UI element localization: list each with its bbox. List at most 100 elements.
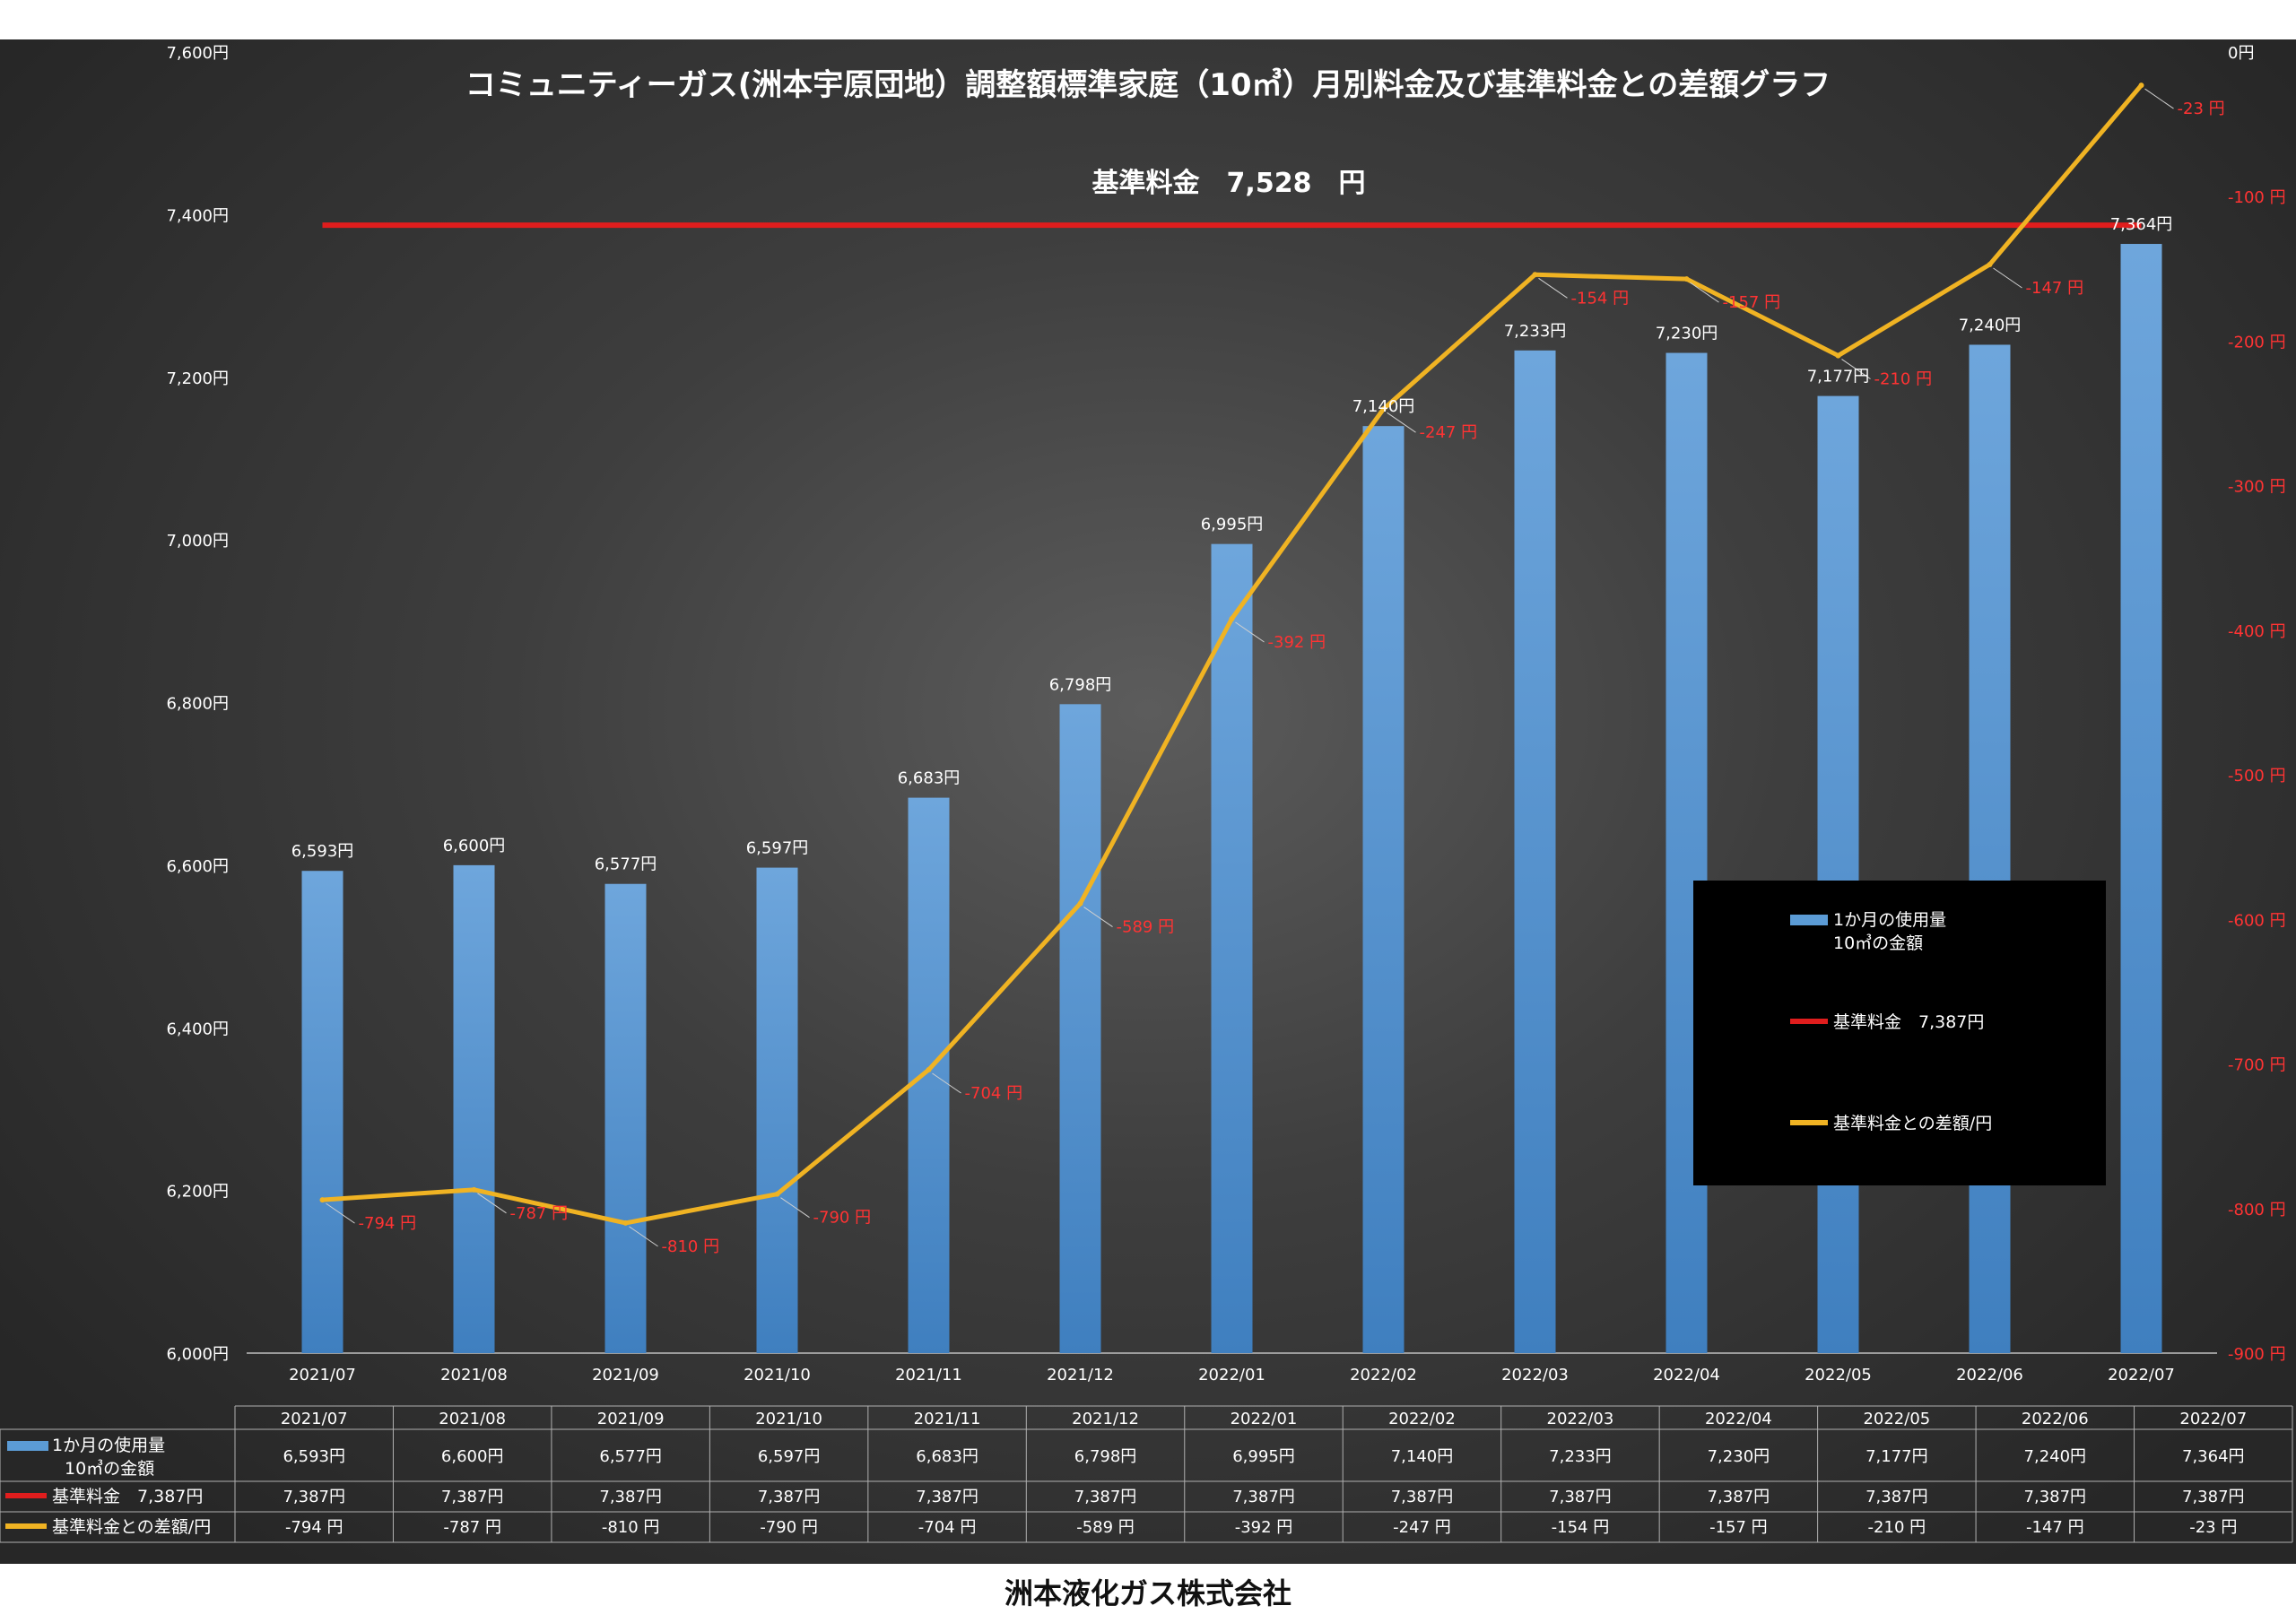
table-cell: -787 円 <box>443 1518 501 1537</box>
difference-point <box>2138 82 2144 89</box>
x-tick-label: 2022/01 <box>1198 1366 1265 1384</box>
y-tick-label: 7,000円 <box>166 532 229 551</box>
table-cell: 7,240円 <box>2024 1447 2087 1466</box>
legend-box <box>1693 881 2106 1185</box>
y2-tick-label: -400 円 <box>2228 622 2286 641</box>
company-name: 洲本液化ガス株式会社 <box>1004 1576 1292 1610</box>
difference-point <box>774 1191 780 1197</box>
table-cell: 7,387円 <box>1866 1488 1928 1506</box>
bar-value-label: 7,177円 <box>1807 368 1870 386</box>
table-cell: -157 円 <box>1709 1518 1768 1537</box>
table-cell: 7,387円 <box>758 1488 821 1506</box>
chart-svg: 6,000円 6,200円 6,400円 6,600円 6,800円 7,000円 7,20… <box>0 44 2293 1543</box>
legend-bar-swatch <box>1790 915 1828 925</box>
table-cell: 7,387円 <box>1549 1488 1612 1506</box>
difference-value-label: -794 円 <box>359 1214 417 1233</box>
legend-difference-label: 基準料金との差額/円 <box>1833 1114 1992 1133</box>
bar-value-label: 6,593円 <box>291 842 354 861</box>
difference-leader <box>1538 277 1568 299</box>
legend-bar-label-line2: 10㎥の金額 <box>1833 933 1923 953</box>
table-cell: 7,387円 <box>599 1488 662 1506</box>
table-cell: 7,387円 <box>1074 1488 1137 1506</box>
y2-tick-label: -100 円 <box>2228 188 2286 207</box>
difference-value-label: -810 円 <box>662 1237 720 1256</box>
table-cell: 7,233円 <box>1549 1447 1612 1466</box>
table-cell: 7,387円 <box>441 1488 504 1506</box>
table-cell: -247 円 <box>1393 1518 1451 1537</box>
bar <box>604 883 647 1353</box>
difference-point <box>622 1219 629 1226</box>
table-row-label: 基準料金との差額/円 <box>52 1517 211 1537</box>
y-tick-label: 6,400円 <box>166 1020 229 1038</box>
table-cell: 6,798円 <box>1074 1447 1137 1466</box>
difference-point <box>1229 615 1235 621</box>
bar-value-label: 7,233円 <box>1504 322 1567 341</box>
difference-point <box>1835 352 1841 359</box>
difference-leader <box>780 1197 810 1219</box>
table-cell: 6,593円 <box>283 1447 345 1466</box>
table-header-cell: 2021/07 <box>281 1410 348 1428</box>
bar <box>1362 426 1405 1354</box>
table-cell: 7,364円 <box>2182 1447 2245 1466</box>
legend-bar-label: 1か月の使用量 <box>1833 910 1946 930</box>
y-tick-label: 6,800円 <box>166 695 229 714</box>
difference-point <box>1683 276 1690 282</box>
table-header-cell: 2022/05 <box>1863 1410 1930 1428</box>
difference-leader <box>477 1193 507 1214</box>
y-tick-label: 7,600円 <box>166 44 229 63</box>
difference-value-label: -247 円 <box>1420 423 1478 442</box>
difference-value-label: -392 円 <box>1268 633 1326 652</box>
difference-leader <box>1690 282 1719 303</box>
difference-value-label: -589 円 <box>1117 918 1175 937</box>
bar-value-label: 6,600円 <box>443 837 506 855</box>
difference-point <box>1532 272 1538 278</box>
y2-tick-label: -800 円 <box>2228 1201 2286 1219</box>
difference-leader <box>1235 621 1265 643</box>
bar <box>453 864 495 1353</box>
bar <box>756 867 798 1353</box>
difference-point <box>471 1186 477 1193</box>
table-cell: -154 円 <box>1552 1518 1610 1537</box>
y-tick-label: 6,600円 <box>166 857 229 876</box>
difference-value-label: -790 円 <box>813 1209 872 1228</box>
y-tick-label: 7,200円 <box>166 369 229 388</box>
table-cell: 7,387円 <box>2024 1488 2087 1506</box>
table-cell: 7,387円 <box>1391 1488 1454 1506</box>
table-cell: 7,140円 <box>1391 1447 1454 1466</box>
table-row-label: 1か月の使用量 <box>52 1436 165 1455</box>
y2-tick-label: -700 円 <box>2228 1056 2286 1075</box>
difference-leader <box>2144 88 2174 109</box>
table-cell: -392 円 <box>1235 1518 1293 1537</box>
table-cell: 6,995円 <box>1232 1447 1295 1466</box>
table-row-label: 基準料金 7,387円 <box>52 1487 203 1506</box>
difference-point <box>319 1197 326 1203</box>
bar-value-label: 6,577円 <box>595 855 657 874</box>
table-bar-swatch <box>7 1441 48 1451</box>
table-cell: 7,230円 <box>1708 1447 1770 1466</box>
table-cell: -704 円 <box>918 1518 977 1537</box>
y2-tick-label: -900 円 <box>2228 1345 2286 1364</box>
bar-value-label: 7,240円 <box>1959 316 2022 334</box>
x-tick-label: 2022/07 <box>2108 1366 2175 1384</box>
table-cell: -23 円 <box>2189 1518 2237 1537</box>
difference-leader <box>1083 907 1113 928</box>
bar-value-label: 6,798円 <box>1049 675 1112 694</box>
table-cell: -810 円 <box>602 1518 660 1537</box>
table-cell: 7,387円 <box>1232 1488 1295 1506</box>
bar <box>1059 704 1101 1353</box>
difference-value-label: -210 円 <box>1874 370 1933 389</box>
table-cell: 7,387円 <box>1708 1488 1770 1506</box>
table-cell: 7,177円 <box>1866 1447 1928 1466</box>
x-tick-label: 2022/03 <box>1501 1366 1569 1384</box>
bar-value-label: 6,683円 <box>898 769 961 788</box>
difference-value-label: -147 円 <box>2026 279 2084 298</box>
difference-value-label: -787 円 <box>510 1204 569 1223</box>
difference-value-label: -157 円 <box>1723 293 1781 312</box>
difference-leader <box>1993 267 2022 289</box>
x-tick-label: 2022/04 <box>1653 1366 1720 1384</box>
bar-value-label: 6,995円 <box>1201 516 1264 534</box>
bar <box>301 871 344 1353</box>
x-tick-label: 2021/09 <box>592 1366 659 1384</box>
table-cell: 6,600円 <box>441 1447 504 1466</box>
difference-value-label: -704 円 <box>965 1084 1023 1103</box>
